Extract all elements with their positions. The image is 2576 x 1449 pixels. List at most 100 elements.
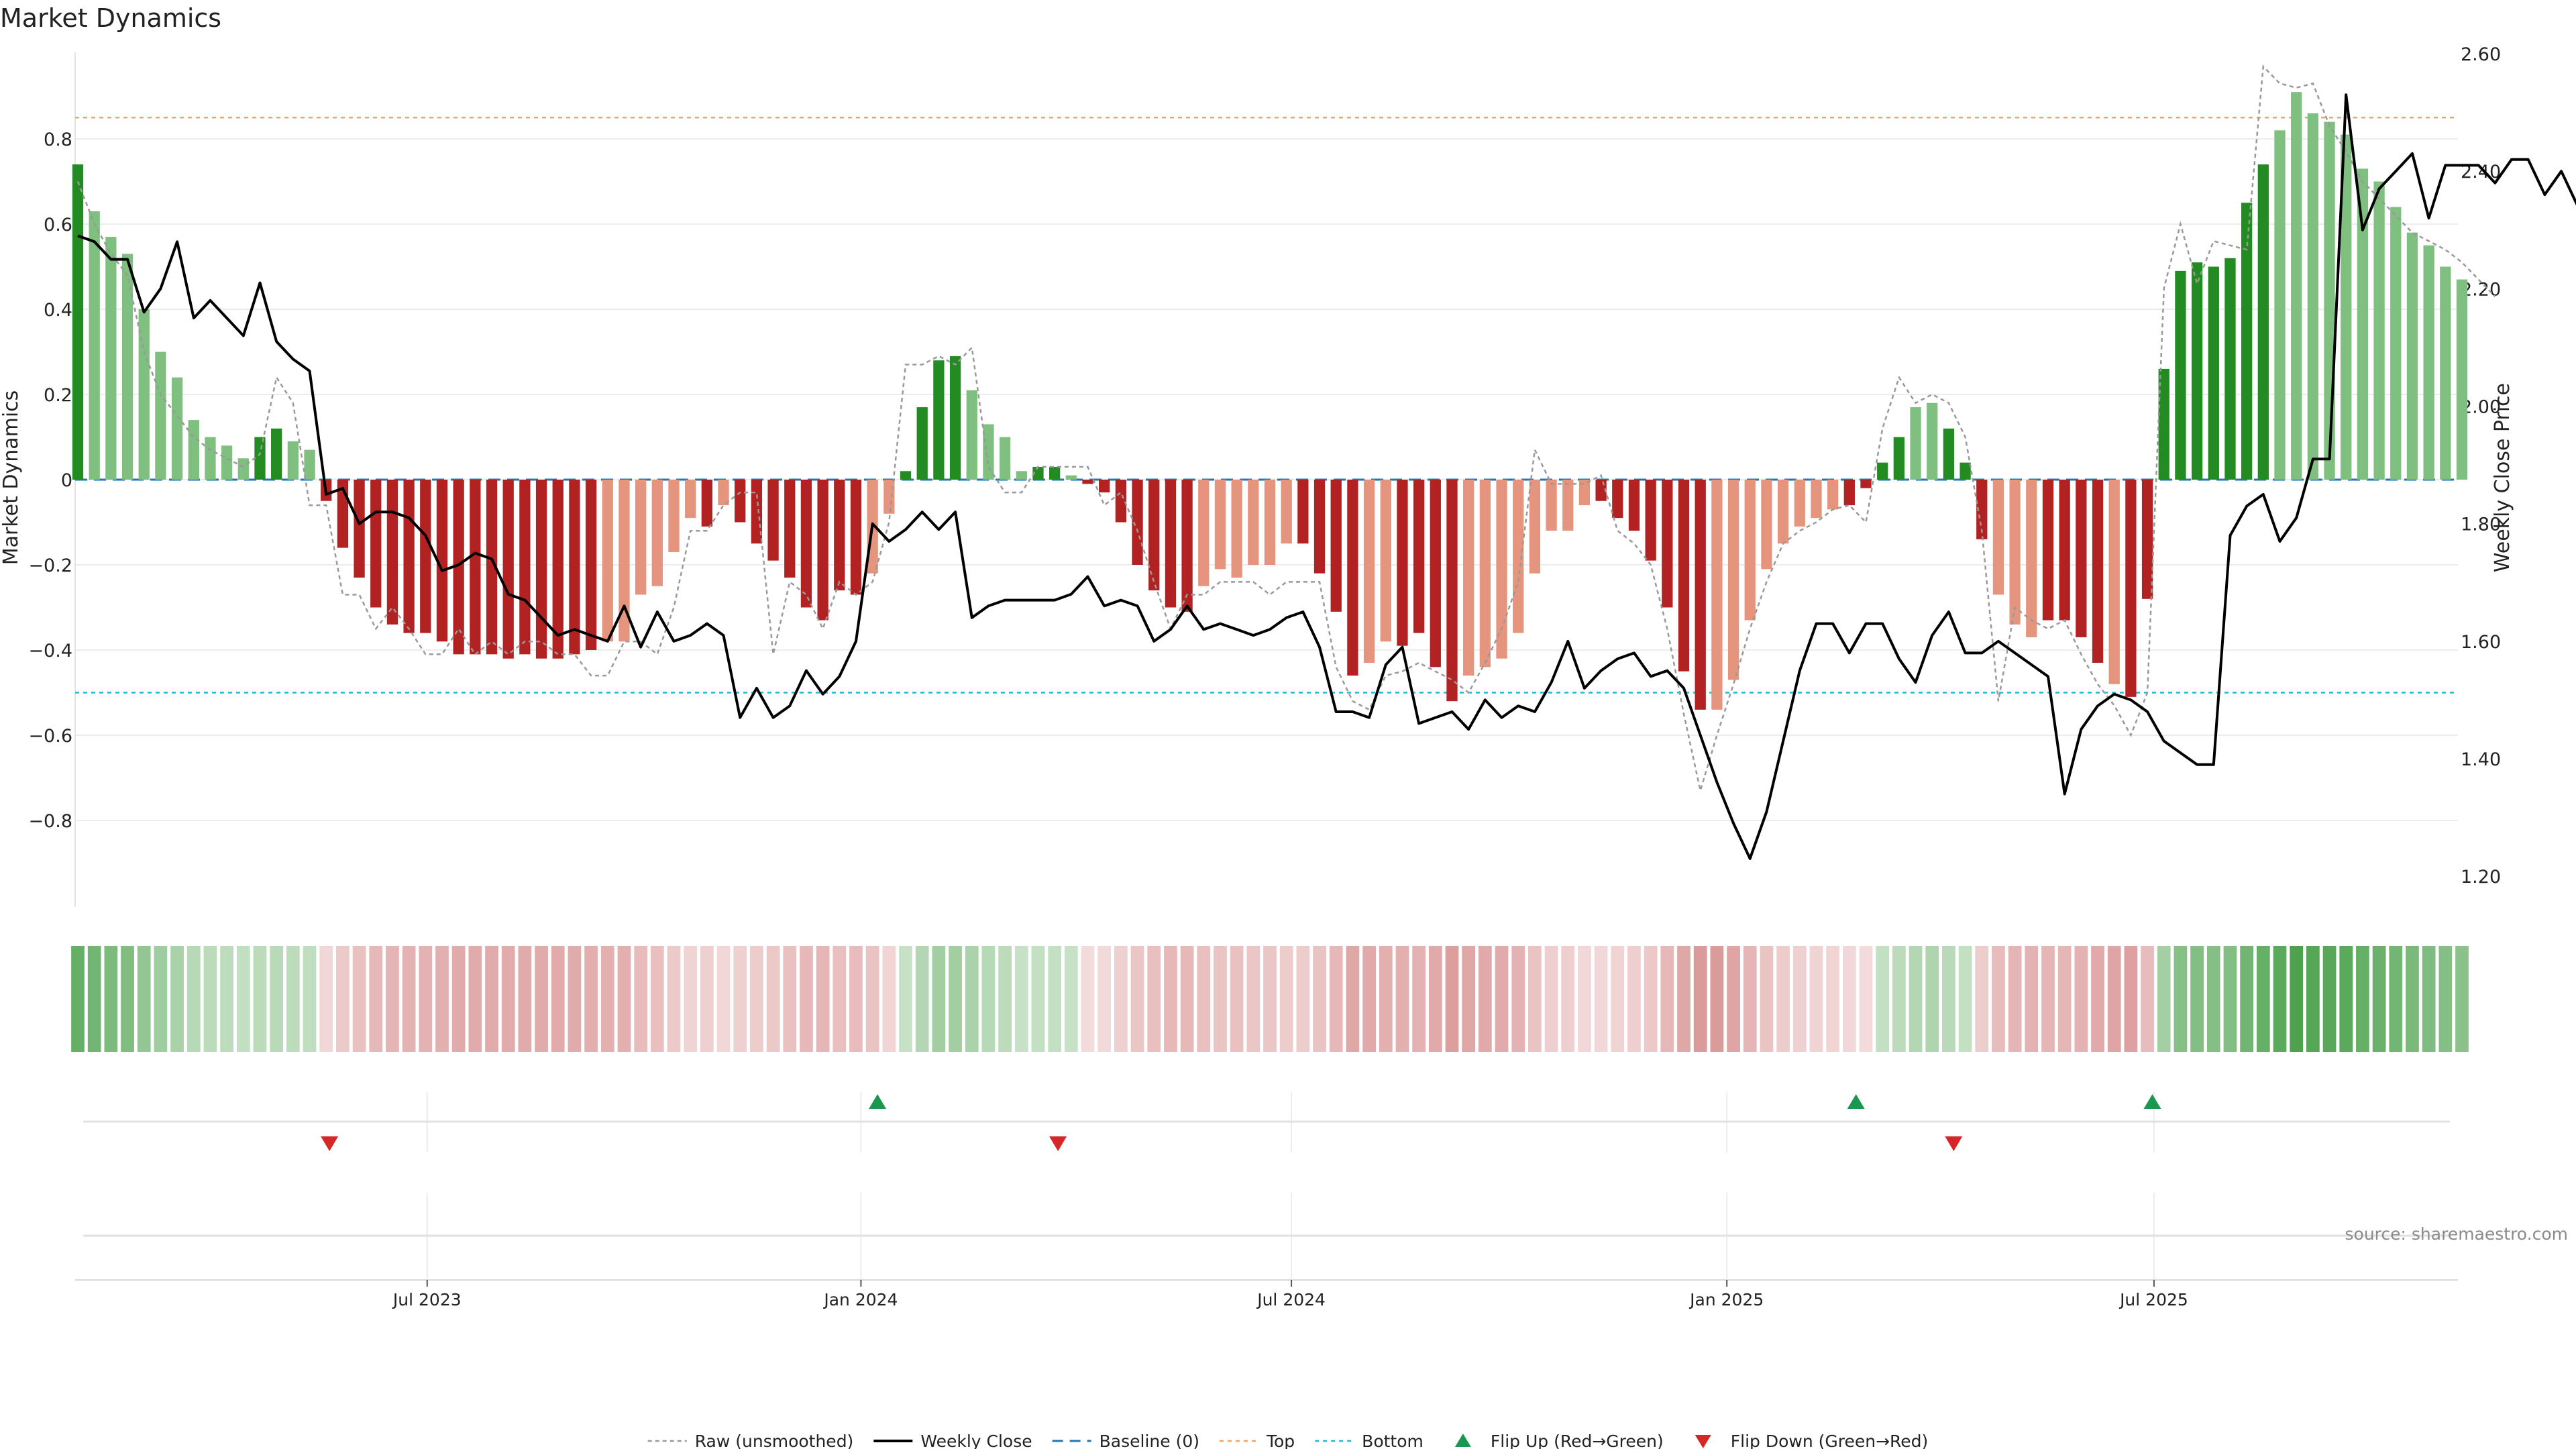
dynamics-bar — [1695, 480, 1706, 710]
dynamics-bar — [188, 420, 199, 480]
y2-axis-ticks: 1.201.401.601.802.002.202.402.60 — [2461, 44, 2501, 888]
heat-cell — [1660, 946, 1674, 1052]
dynamics-bar — [1380, 480, 1391, 642]
heat-cell — [750, 946, 763, 1052]
heat-cell — [981, 946, 996, 1052]
dynamics-bar — [1910, 407, 1921, 480]
heat-cell — [1296, 946, 1310, 1052]
heat-cell — [849, 946, 863, 1052]
dynamics-bar — [1479, 480, 1491, 667]
dynamics-bar — [89, 211, 100, 480]
dynamics-bar — [535, 480, 547, 659]
heat-cell — [600, 946, 614, 1052]
x-tick-label: Jul 2023 — [392, 1290, 462, 1309]
heat-cell — [2206, 946, 2220, 1052]
heat-cell — [352, 946, 366, 1052]
heat-cell — [1462, 946, 1476, 1052]
heat-cell — [2141, 946, 2154, 1052]
dynamics-bar — [1628, 480, 1640, 531]
heat-cell — [2223, 946, 2237, 1052]
dynamics-bar — [916, 407, 928, 480]
heat-cell — [1842, 946, 1856, 1052]
heat-cell — [2372, 946, 2386, 1052]
flip-down-marker — [1049, 1136, 1067, 1151]
heat-cell — [203, 946, 217, 1052]
heat-cell — [1826, 946, 1840, 1052]
heat-cell — [1942, 946, 1955, 1052]
heat-cell — [1263, 946, 1277, 1052]
heat-cell — [865, 946, 879, 1052]
heat-cell — [1992, 946, 2005, 1052]
dynamics-bar — [619, 480, 630, 642]
y-tick-label: −0.4 — [28, 641, 72, 661]
dynamics-bar — [105, 237, 117, 480]
legend-label: Flip Up (Red→Green) — [1491, 1432, 1664, 1449]
dynamics-bar — [668, 480, 680, 552]
heat-cell — [915, 946, 929, 1052]
weekly-close-line — [77, 93, 2576, 860]
heat-cell — [319, 946, 333, 1052]
dynamics-bar — [1231, 480, 1242, 578]
heat-cell — [1214, 946, 1227, 1052]
dynamics-bar — [1248, 480, 1259, 565]
heat-cell — [270, 946, 284, 1052]
flip-down-marker — [321, 1136, 339, 1151]
dynamics-bar — [271, 428, 282, 480]
heat-cell — [1644, 946, 1658, 1052]
heat-cell — [2389, 946, 2403, 1052]
dynamics-bar — [2324, 121, 2335, 480]
heat-cell — [104, 946, 118, 1052]
dynamics-bar — [883, 480, 895, 514]
flip-up-marker — [1847, 1094, 1865, 1109]
dynamics-bar — [2357, 168, 2369, 480]
heat-cell — [501, 946, 515, 1052]
y-tick-label: 0.8 — [44, 129, 72, 150]
heat-cell — [2057, 946, 2072, 1052]
dynamics-bar — [735, 480, 746, 523]
dynamics-bar — [304, 449, 315, 480]
heat-cell — [1114, 946, 1128, 1052]
dynamics-bar — [999, 437, 1011, 480]
dynamics-bar — [2274, 130, 2286, 480]
dynamics-bar — [1397, 480, 1408, 646]
heat-cell — [1329, 946, 1343, 1052]
heat-cell — [303, 946, 317, 1052]
dynamics-bar — [2341, 134, 2352, 480]
heat-cell — [1362, 946, 1376, 1052]
heat-cell — [2157, 946, 2171, 1052]
dynamics-bar — [1430, 480, 1441, 667]
x-tick-label: Jan 2024 — [822, 1290, 898, 1309]
dynamics-bar — [1181, 480, 1193, 612]
dynamics-bar — [2208, 266, 2219, 480]
dynamics-bar — [800, 480, 812, 608]
heat-cell — [650, 946, 664, 1052]
x-tick-label: Jul 2025 — [2118, 1290, 2188, 1309]
heat-cell — [1578, 946, 1591, 1052]
legend-label: Baseline (0) — [1099, 1432, 1199, 1449]
dynamics-bar — [1860, 480, 1872, 488]
dynamics-bar — [569, 480, 580, 655]
dynamics-bar — [2307, 113, 2319, 480]
heat-cell — [1031, 946, 1045, 1052]
heat-cell — [568, 946, 582, 1052]
heat-cell — [1710, 946, 1724, 1052]
heat-cell — [386, 946, 399, 1052]
dynamics-bar — [2108, 480, 2120, 684]
heat-cell — [2256, 946, 2270, 1052]
dynamics-bar — [1761, 480, 1772, 570]
dynamics-bar — [983, 424, 994, 480]
heat-cell — [1197, 946, 1211, 1052]
dynamics-bar — [72, 164, 84, 480]
dynamics-bar — [1214, 480, 1226, 570]
dynamics-bar — [121, 254, 133, 480]
heat-cell — [535, 946, 548, 1052]
flip-up-marker — [869, 1094, 887, 1109]
dynamics-bar — [1463, 480, 1474, 676]
dynamics-bar — [486, 480, 498, 655]
y-tick-label: −0.6 — [28, 726, 72, 747]
heat-cell — [899, 946, 912, 1052]
dynamics-bar — [1960, 462, 1971, 480]
heat-cell — [949, 946, 962, 1052]
dynamics-bar — [370, 480, 382, 608]
